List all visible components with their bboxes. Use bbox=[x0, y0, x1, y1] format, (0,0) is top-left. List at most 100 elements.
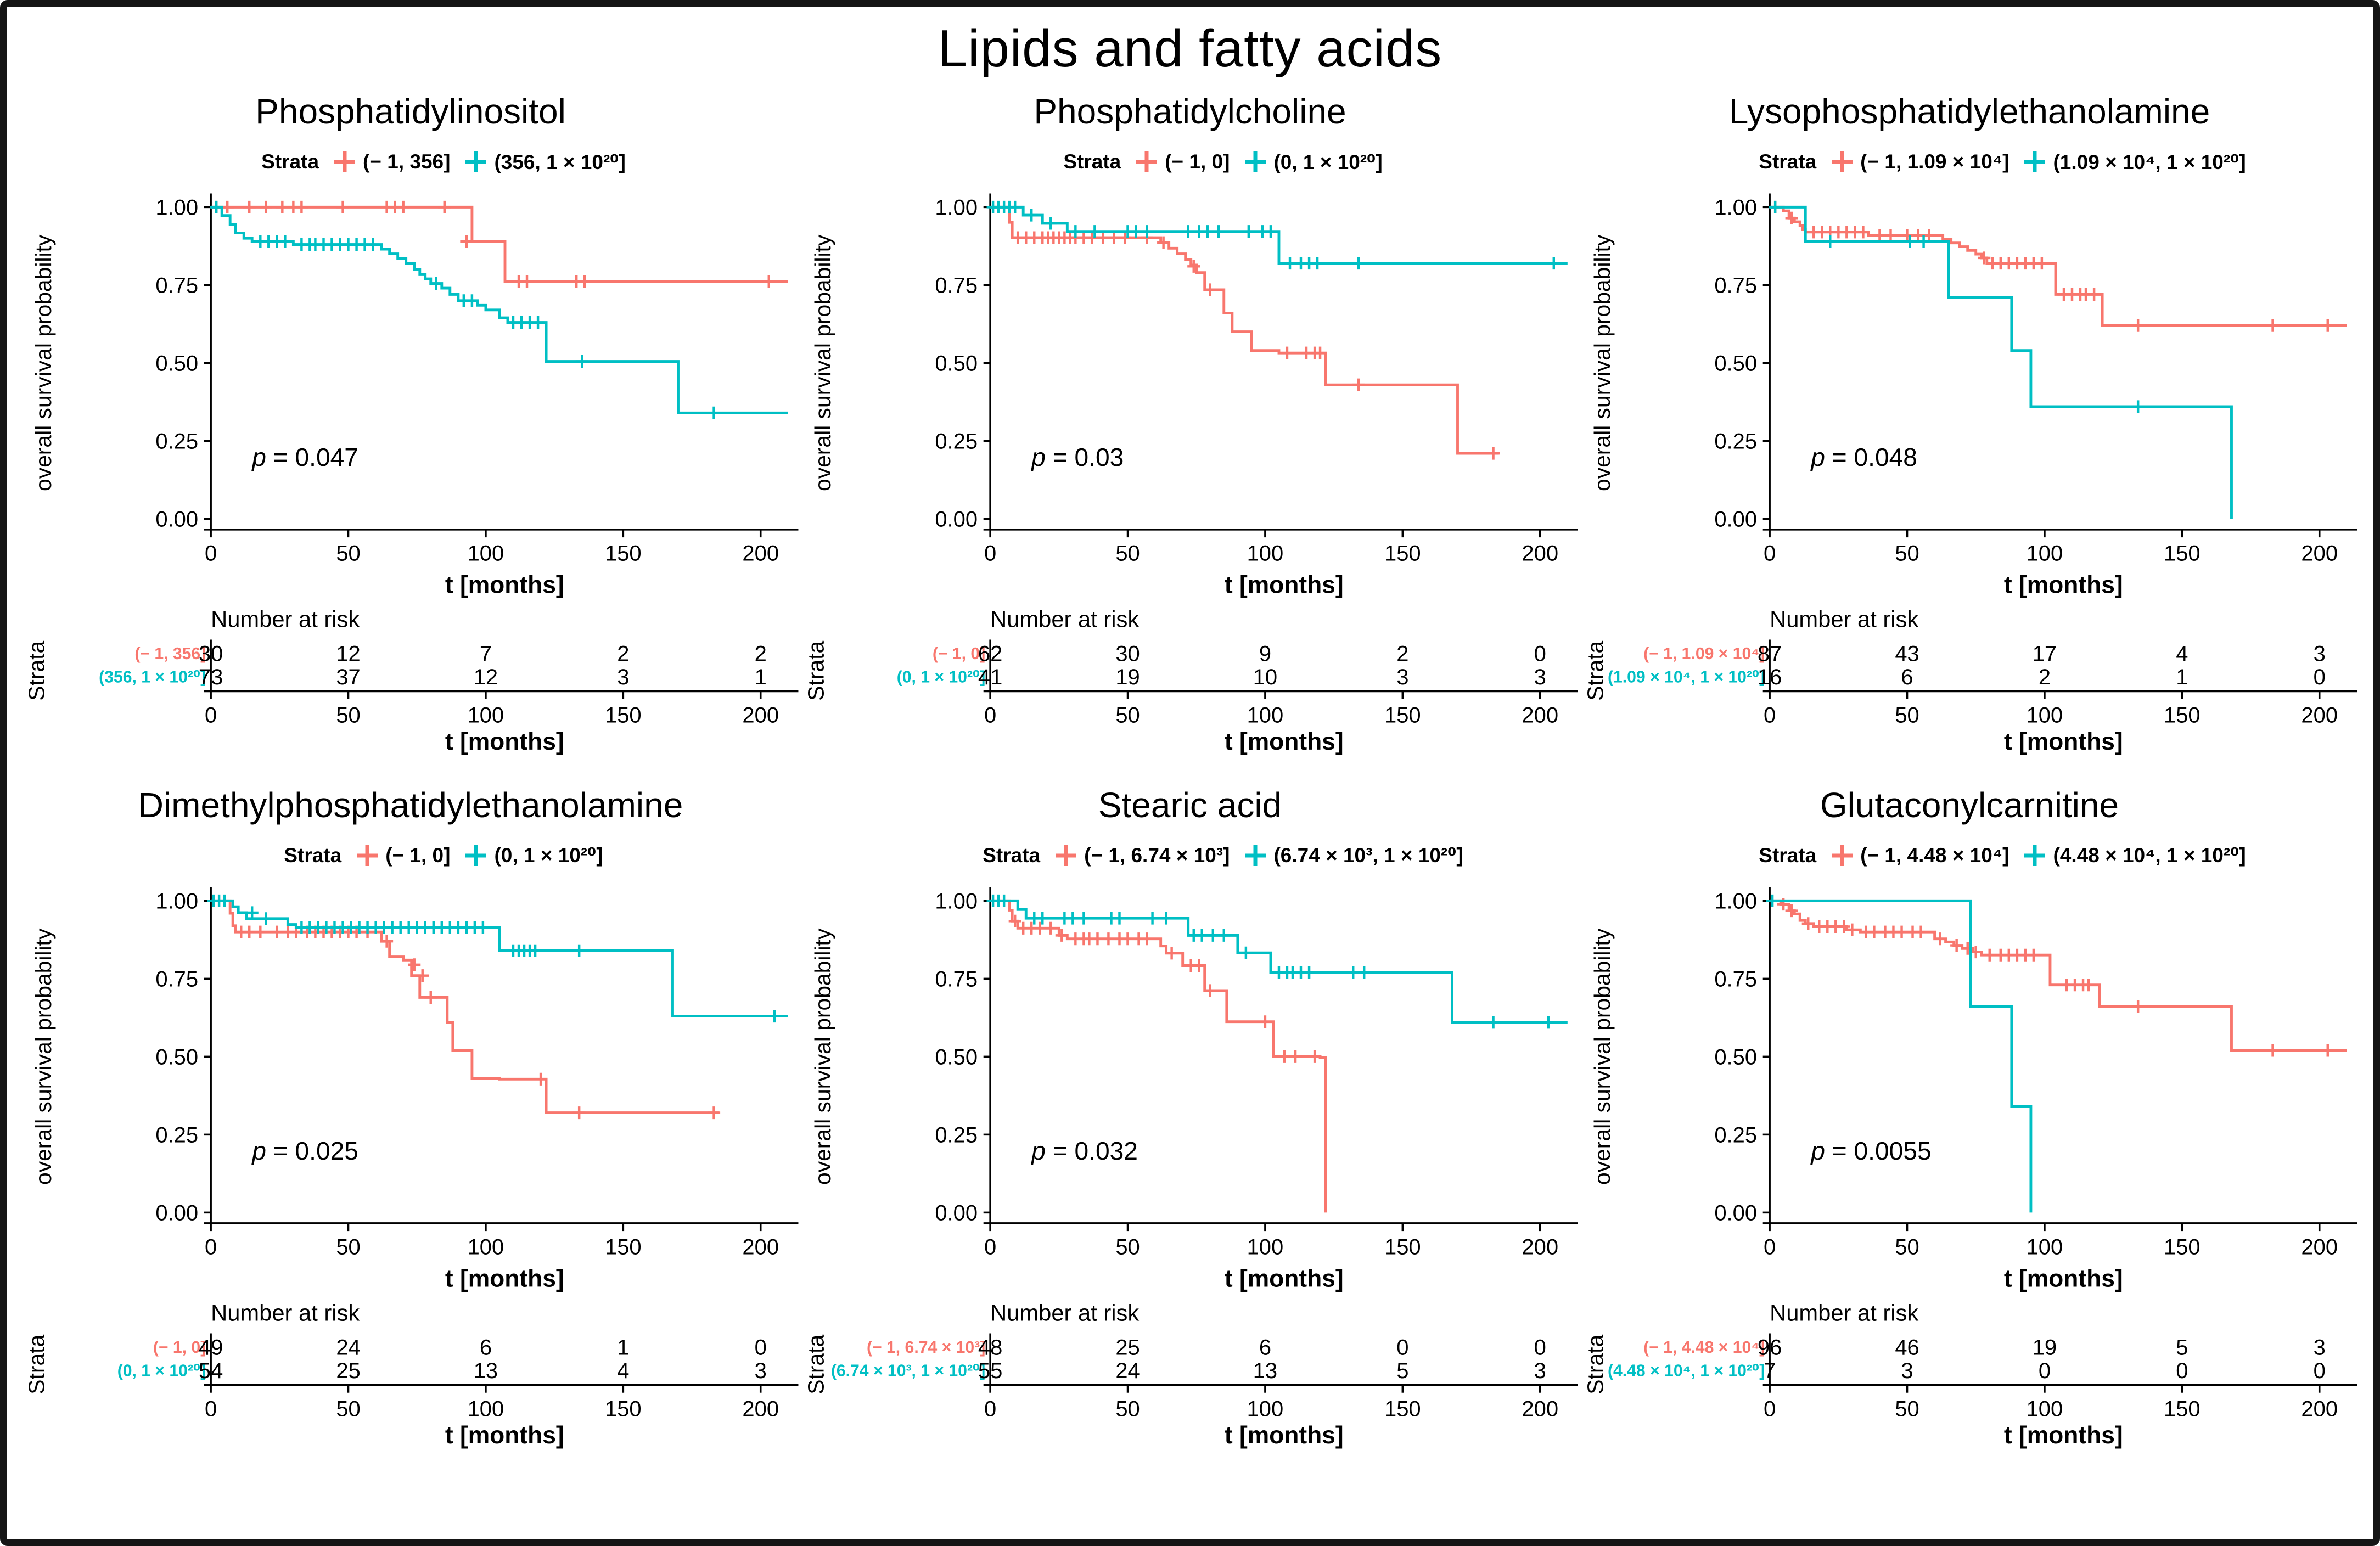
y-tick-label: 0.00 bbox=[1714, 1201, 1757, 1225]
censor-plus-glyph bbox=[1245, 845, 1266, 866]
risk-x-tick-label: 100 bbox=[2027, 1397, 2063, 1421]
risk-count: 3 bbox=[1534, 1359, 1546, 1383]
censor-plus-icon bbox=[2024, 845, 2046, 866]
censor-plus-icon bbox=[1832, 151, 1853, 173]
risk-row-label-low: (− 1, 6.74 × 10³] bbox=[867, 1339, 985, 1357]
risk-table-dimethylphosphatidylethanolamine: Number at risk Strata (− 1, 0]49 24 6 1 0 (0, 1… bbox=[24, 1300, 799, 1449]
risk-count: 87 bbox=[1758, 642, 1782, 666]
risk-x-axis-label: t [months] bbox=[1225, 728, 1344, 755]
risk-table-stearic-acid: Number at risk Strata (− 1, 6.74 × 10³]48 2… bbox=[804, 1300, 1578, 1449]
risk-x-tick-label: 150 bbox=[605, 1397, 642, 1421]
y-axis-label: overall survival probability bbox=[31, 928, 56, 1185]
risk-count: 25 bbox=[1115, 1336, 1140, 1360]
censor-plus-glyph bbox=[357, 845, 378, 866]
risk-count: 12 bbox=[336, 642, 360, 666]
km-curve-high bbox=[1770, 206, 2233, 519]
km-plot-lysophosphatidylethanolamine: overall survival probability 1.00 0.75 0.50… bbox=[1590, 193, 2357, 598]
risk-row-label-low: (− 1, 0] bbox=[153, 1339, 206, 1357]
risk-count: 0 bbox=[2176, 1359, 2188, 1383]
legend-item-high: (4.48 × 10⁴, 1 × 10²⁰] bbox=[2022, 843, 2246, 868]
p-value: p = 0.03 bbox=[1030, 443, 1124, 471]
km-curve-low bbox=[211, 899, 720, 1114]
x-tick-label: 50 bbox=[336, 542, 360, 566]
legend-label: (− 1, 356] bbox=[363, 150, 451, 173]
censor-plus-icon bbox=[357, 845, 378, 866]
km-curve-high bbox=[990, 206, 1568, 265]
risk-x-tick-label: 0 bbox=[205, 704, 217, 728]
risk-row-label-low: (− 1, 4.48 × 10⁴] bbox=[1643, 1339, 1765, 1357]
risk-row-label-high: (1.09 × 10⁴, 1 × 10²⁰] bbox=[1608, 668, 1765, 687]
x-tick-label: 0 bbox=[205, 542, 217, 566]
legend-item-high: (6.74 × 10³, 1 × 10²⁰] bbox=[1243, 843, 1463, 868]
x-tick-label: 50 bbox=[1115, 542, 1140, 566]
risk-count: 13 bbox=[474, 1359, 498, 1383]
legend-label: (− 1, 6.74 × 10³] bbox=[1084, 844, 1230, 867]
censor-plus-glyph bbox=[334, 151, 356, 173]
risk-count: 13 bbox=[1253, 1359, 1277, 1383]
censor-plus-icon bbox=[465, 151, 487, 173]
y-tick-label: 0.50 bbox=[1714, 1045, 1757, 1069]
panel-glutaconylcarnitine: Glutaconylcarnitine Strata (− 1, 4.48 × 10… bbox=[1580, 773, 2359, 1449]
y-tick-label: 0.00 bbox=[1714, 508, 1757, 532]
risk-count: 49 bbox=[199, 1336, 223, 1360]
legend-label: (0, 1 × 10²⁰] bbox=[1273, 150, 1383, 173]
risk-row-label-low: (− 1, 0] bbox=[933, 645, 985, 663]
risk-x-tick-label: 50 bbox=[1895, 704, 1919, 728]
km-plot-dimethylphosphatidylethanolamine: overall survival probability 1.00 0.75 0.50… bbox=[31, 887, 799, 1292]
legend-title: Strata bbox=[1063, 150, 1121, 173]
risk-count: 0 bbox=[1396, 1336, 1408, 1360]
risk-axis-lines bbox=[204, 1333, 799, 1386]
legend-item-low: (− 1, 1.09 × 10⁴] bbox=[1829, 149, 2009, 175]
risk-axis-lines bbox=[1762, 639, 2357, 693]
risk-count: 46 bbox=[1895, 1336, 1919, 1360]
risk-x-tick-label: 200 bbox=[2301, 704, 2338, 728]
x-tick-label: 50 bbox=[1895, 1235, 1919, 1259]
risk-count: 2 bbox=[1396, 642, 1408, 666]
y-tick-label: 0.00 bbox=[155, 1201, 198, 1225]
legend-item-high: (0, 1 × 10²⁰] bbox=[1243, 149, 1383, 175]
y-tick-label: 0.75 bbox=[1714, 274, 1757, 298]
risk-x-tick-label: 0 bbox=[984, 704, 996, 728]
panel-phosphatidylcholine: Phosphatidylcholine Strata (− 1, 0] (0, 1 ×… bbox=[800, 79, 1580, 755]
risk-row-label-low: (− 1, 1.09 × 10⁴] bbox=[1643, 645, 1765, 663]
x-tick-label: 200 bbox=[1522, 542, 1558, 566]
y-tick-label: 0.25 bbox=[155, 1123, 198, 1147]
risk-count: 12 bbox=[474, 666, 498, 690]
risk-count: 41 bbox=[978, 666, 1002, 690]
panel-title: Phosphatidylinositol bbox=[255, 92, 566, 131]
panel-title: Stearic acid bbox=[1098, 785, 1282, 825]
risk-title: Number at risk bbox=[990, 1300, 1139, 1325]
y-tick-label: 1.00 bbox=[155, 889, 198, 913]
y-tick-label: 0.50 bbox=[935, 352, 978, 376]
risk-count: 6 bbox=[1259, 1336, 1271, 1360]
y-tick-label: 0.25 bbox=[1714, 1123, 1757, 1147]
risk-count: 54 bbox=[199, 1359, 223, 1383]
risk-x-tick-label: 100 bbox=[2027, 704, 2063, 728]
km-curve-high bbox=[1770, 899, 2033, 1213]
censor-marks-high bbox=[986, 201, 1561, 270]
risk-count: 25 bbox=[336, 1359, 360, 1383]
legend-label: (4.48 × 10⁴, 1 × 10²⁰] bbox=[2053, 844, 2246, 867]
legend-item-high: (0, 1 × 10²⁰] bbox=[463, 843, 603, 868]
risk-count: 19 bbox=[2033, 1336, 2057, 1360]
censor-plus-icon bbox=[465, 845, 487, 866]
risk-count: 0 bbox=[2314, 666, 2326, 690]
censor-plus-glyph bbox=[1832, 845, 1853, 866]
risk-x-tick-label: 150 bbox=[1384, 704, 1421, 728]
panel-title: Glutaconylcarnitine bbox=[1820, 785, 2119, 825]
y-tick-label: 0.75 bbox=[935, 274, 978, 298]
x-tick-label: 150 bbox=[605, 542, 642, 566]
risk-count: 3 bbox=[617, 666, 629, 690]
risk-count: 1 bbox=[2176, 666, 2188, 690]
x-axis-label: t [months] bbox=[445, 571, 564, 598]
censor-marks-high bbox=[986, 894, 1555, 1029]
censor-marks-low bbox=[1011, 231, 1500, 460]
risk-count: 19 bbox=[1115, 666, 1140, 690]
y-tick-label: 1.00 bbox=[1714, 889, 1757, 913]
risk-count: 48 bbox=[978, 1336, 1002, 1360]
risk-x-axis-label: t [months] bbox=[2004, 728, 2123, 755]
risk-count: 5 bbox=[2176, 1336, 2188, 1360]
y-axis-label: overall survival probability bbox=[1590, 234, 1615, 491]
risk-count: 3 bbox=[755, 1359, 767, 1383]
